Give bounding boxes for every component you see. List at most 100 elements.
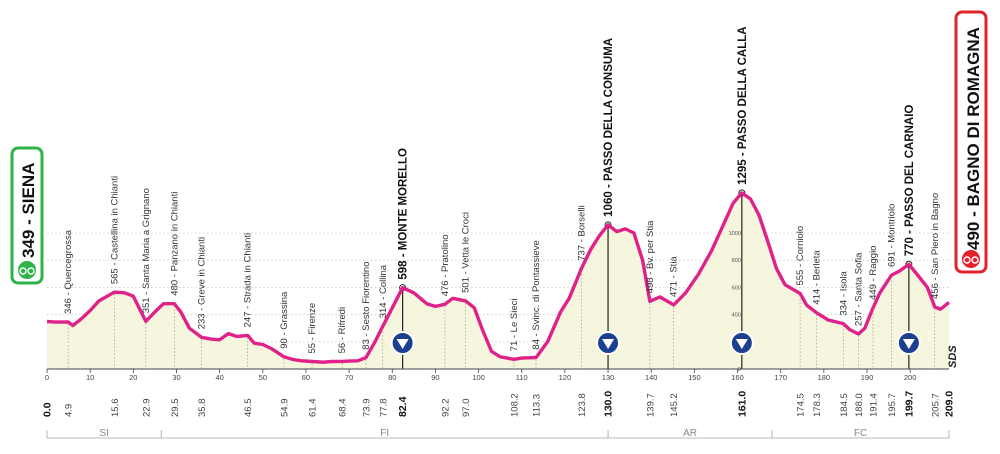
km-label: 108.2: [509, 393, 520, 417]
km-label: 0.0: [42, 402, 54, 417]
climb-label: 770 - PASSO DEL CARNAIO: [904, 105, 916, 257]
altitude-scale-label: 1000: [729, 231, 741, 237]
altitude-scale-label: 0: [738, 367, 741, 373]
x-axis-tick-label: 0: [45, 373, 49, 382]
km-label: 68.4: [338, 399, 349, 418]
province-bars: SI FI AR FC: [46, 428, 950, 439]
km-label: 174.5: [796, 393, 807, 417]
km-label: 4.9: [64, 404, 75, 417]
km-label: 199.7: [903, 391, 915, 417]
province-label: SI: [99, 428, 108, 439]
x-axis-tick-label: 100: [472, 373, 485, 382]
finish-badge-box: [954, 10, 988, 274]
altitude-scale-label: 400: [732, 313, 741, 319]
x-axis-tick-label: 40: [215, 373, 223, 382]
km-label: 61.4: [307, 399, 318, 418]
town-labels: 346 - Quercegrossa 565 - Castellina in Ch…: [63, 176, 941, 369]
town-label: 84 - Svinc. di Pontassieve: [531, 240, 542, 349]
km-label: 73.9: [361, 399, 372, 418]
climb-label: 1060 - PASSO DELLA CONSUMA: [603, 38, 615, 217]
town-label: 346 - Quercegrossa: [63, 229, 74, 314]
route-elevation-line: [46, 191, 951, 364]
town-label: 351 - Santa Maria a Grignano: [141, 188, 152, 313]
gpm-marker-arrow: [735, 339, 748, 349]
x-axis-tick-label: 200: [904, 373, 917, 382]
town-label: 555 - Corniolo: [795, 226, 806, 286]
town-label: 737 - Borselli: [576, 205, 587, 260]
gpm-marker-arrow: [902, 339, 915, 349]
bike-icon-wheel-left: [963, 256, 971, 264]
brand-logo: SDS: [947, 345, 959, 368]
km-label: 22.9: [141, 399, 152, 418]
start-badge: 349 - SIENA: [10, 146, 44, 285]
town-label: 691 - Montriolo: [887, 204, 898, 267]
km-label: 184.5: [839, 393, 850, 417]
km-label: 161.0: [736, 391, 748, 417]
province-label: FC: [854, 428, 867, 439]
x-axis-tick-label: 190: [861, 373, 874, 382]
km-label: 145.2: [669, 393, 680, 417]
km-label: 139.7: [645, 393, 656, 417]
km-label: 178.3: [812, 393, 823, 417]
km-label: 15.6: [110, 399, 121, 418]
km-label: 130.0: [603, 391, 615, 417]
km-label: 195.7: [887, 393, 898, 417]
km-label: 46.5: [243, 399, 254, 418]
bike-icon-wheel-left: [19, 267, 27, 275]
profile-area: [47, 192, 949, 369]
x-axis-tick-label: 180: [818, 373, 831, 382]
province-label: FI: [380, 428, 389, 439]
km-label: 54.9: [279, 399, 290, 418]
km-label: 188.0: [854, 393, 865, 417]
town-label: 71 - Le Sieci: [509, 299, 520, 352]
climb-label: 1295 - PASSO DELLA CALLA: [737, 26, 749, 184]
km-label: 191.4: [869, 393, 880, 417]
x-axis-tick-label: 50: [259, 373, 267, 382]
town-label: 257 - Santa Sofia: [853, 252, 864, 326]
province-bracket: [771, 430, 950, 439]
x-axis-tick-label: 110: [516, 373, 528, 382]
town-label: 476 - Pratolino: [440, 234, 451, 296]
climb-labels: 598 - MONTE MORELLO 1060 - PASSO DELLA CO…: [398, 26, 916, 279]
town-label: 56 - Rifredi: [337, 307, 348, 353]
town-label: 449 - Raggio: [868, 246, 879, 300]
town-label: 480 - Panzano in Chianti: [169, 192, 180, 296]
x-axis-tick-label: 80: [388, 373, 396, 382]
x-axis-tick-label: 10: [86, 373, 94, 382]
x-axis-tick-label: 20: [129, 373, 137, 382]
km-label: 209.0: [944, 391, 956, 417]
km-label: 29.5: [170, 399, 181, 418]
x-axis-tick-label: 140: [645, 373, 658, 382]
town-label: 456 - San Piero in Bagno: [930, 193, 941, 299]
bike-icon-wheel-right: [27, 267, 35, 275]
town-label: 471 - Stia: [669, 256, 680, 297]
km-label: 123.8: [577, 393, 588, 417]
town-label: 90 - Grassina: [279, 291, 290, 349]
town-label: 233 - Greve in Chianti: [197, 237, 208, 329]
x-axis-tick-label: 150: [688, 373, 701, 382]
town-label: 565 - Castellina in Chianti: [109, 176, 120, 284]
town-label: 498 - Bv. per Stia: [645, 220, 656, 293]
x-axis-tick-label: 30: [172, 373, 180, 382]
x-axis-tick-label: 70: [345, 373, 353, 382]
x-axis-tick-label: 120: [559, 373, 572, 382]
town-label: 334 - Isola: [838, 270, 849, 315]
x-axis-tick-label: 130: [602, 373, 615, 382]
km-label: 35.8: [197, 399, 208, 418]
altitude-scale-label: 800: [732, 258, 741, 264]
start-label: 349 - SIENA: [19, 163, 38, 258]
km-label: 205.7: [930, 393, 941, 417]
x-axis-tick-label: 160: [731, 373, 744, 382]
km-labels: 0.0 4.9 15.6 22.9 29.5 35.8 46.5 54.9 61.4 68.4 73…: [42, 391, 956, 417]
gpm-marker-arrow: [396, 339, 409, 349]
altitude-scale-label: 600: [732, 285, 741, 291]
km-label: 97.0: [461, 399, 472, 418]
km-label: 77.8: [378, 399, 389, 418]
x-axis-tick-label: 60: [302, 373, 310, 382]
axis: 0 10 20 30 40 50 60 70 80 90 100 110 120 130 140 150 160…: [45, 368, 949, 382]
km-label: 92.2: [440, 399, 451, 418]
km-label: 82.4: [397, 396, 409, 417]
town-label: 247 - Strada in Chianti: [243, 233, 254, 328]
gpm-marker-arrow: [602, 339, 615, 349]
